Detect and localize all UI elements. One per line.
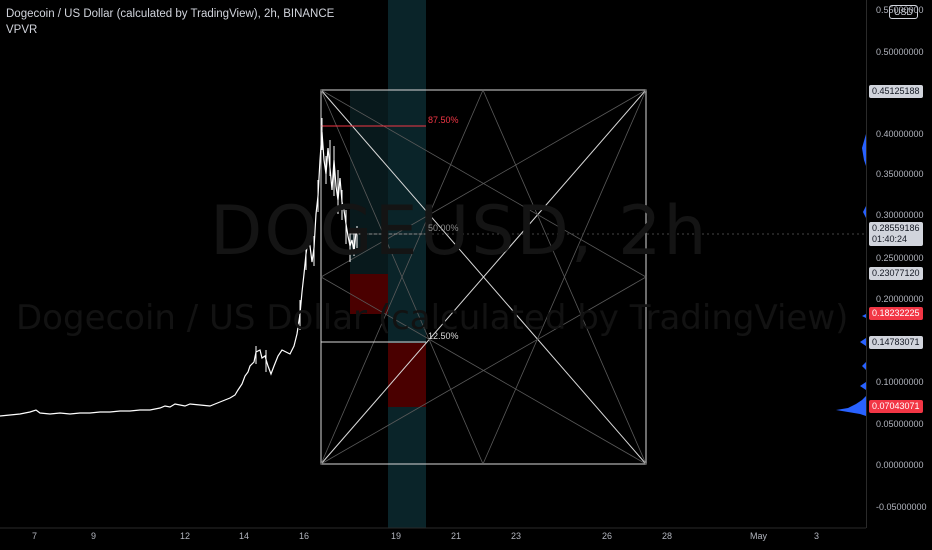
x-tick: 21 bbox=[451, 531, 462, 541]
volume-profile bbox=[836, 134, 866, 416]
x-tick: 28 bbox=[662, 531, 673, 541]
time-range-highlight bbox=[388, 0, 426, 528]
fib-label-125: 12.50% bbox=[428, 331, 459, 341]
current-price-badge: 0.28559186 01:40:24 bbox=[869, 222, 923, 246]
x-tick: 23 bbox=[511, 531, 522, 541]
y-tick: 0.20000000 bbox=[876, 294, 924, 304]
name-watermark: Dogecoin / US Dollar (calculated by Trad… bbox=[16, 298, 849, 338]
bar-countdown: 01:40:24 bbox=[872, 234, 908, 244]
x-tick: 16 bbox=[299, 531, 310, 541]
price-candle-ticks bbox=[255, 118, 358, 372]
x-tick: 26 bbox=[602, 531, 613, 541]
currency-button[interactable]: USD bbox=[889, 5, 919, 19]
price-badge-red-lower: 0.07043071 bbox=[869, 400, 923, 413]
red-box-lower bbox=[388, 343, 426, 407]
x-tick: 3 bbox=[814, 531, 820, 541]
x-tick: May bbox=[750, 531, 768, 541]
symbol-title[interactable]: Dogecoin / US Dollar (calculated by Trad… bbox=[6, 8, 335, 20]
y-tick: 0.40000000 bbox=[876, 129, 924, 139]
y-tick: -0.05000000 bbox=[876, 502, 927, 512]
indicator-label[interactable]: VPVR bbox=[6, 24, 38, 36]
y-tick: 0.55000000 bbox=[876, 5, 924, 15]
volume-highlight-area bbox=[350, 90, 388, 274]
y-tick: 0.00000000 bbox=[876, 460, 924, 470]
fib-label-500: 50.00% bbox=[428, 223, 459, 233]
gann-fan-lines bbox=[320, 89, 647, 465]
x-tick: 7 bbox=[32, 531, 38, 541]
y-tick: 0.25000000 bbox=[876, 253, 924, 263]
y-tick: 0.05000000 bbox=[876, 419, 924, 429]
symbol-watermark: DOGEUSD, 2h bbox=[210, 192, 709, 271]
red-box-upper bbox=[350, 274, 388, 314]
y-tick: 0.30000000 bbox=[876, 210, 924, 220]
price-badge-red: 0.18232225 bbox=[869, 307, 923, 320]
price-badge-level: 0.23077120 bbox=[869, 267, 923, 280]
price-badge-box-top: 0.45125188 bbox=[869, 85, 923, 98]
y-tick: 0.35000000 bbox=[876, 169, 924, 179]
price-series bbox=[0, 131, 357, 417]
fib-label-875: 87.50% bbox=[428, 115, 459, 125]
current-price-value: 0.28559186 bbox=[872, 223, 920, 233]
y-tick: 0.50000000 bbox=[876, 47, 924, 57]
x-tick: 19 bbox=[391, 531, 402, 541]
x-tick: 12 bbox=[180, 531, 191, 541]
price-badge-fib: 0.14783071 bbox=[869, 336, 923, 349]
x-tick: 9 bbox=[91, 531, 97, 541]
y-tick: 0.10000000 bbox=[876, 377, 924, 387]
chart-header: Dogecoin / US Dollar (calculated by Trad… bbox=[6, 6, 334, 38]
x-tick: 14 bbox=[239, 531, 250, 541]
price-axis[interactable] bbox=[866, 0, 932, 528]
